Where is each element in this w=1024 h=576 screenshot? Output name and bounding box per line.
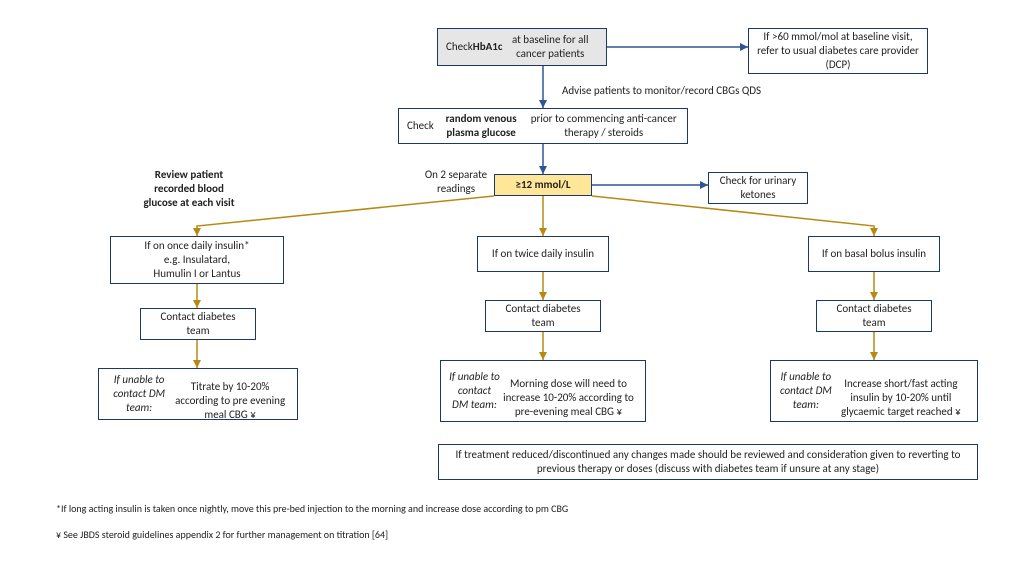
node-b7: If on twice daily insulin: [477, 236, 609, 272]
node-b5: Check for urinary ketones: [708, 172, 808, 204]
node-b1: Check HbA1c at baseline for all cancer p…: [437, 28, 607, 66]
node-b6: If on once daily insulin*e.g. Insulatard…: [110, 236, 284, 284]
footnote-f1: *If long acting insulin is taken once ni…: [56, 502, 956, 515]
node-b2: If >60 mmol/mol at baseline visit, refer…: [748, 28, 928, 74]
node-b15: If treatment reduced/discontinued any ch…: [438, 444, 978, 480]
node-b10: Contact diabetes team: [485, 300, 601, 332]
node-b12: If unable to contact DM team:Titrate by …: [98, 368, 298, 420]
node-b13: If unable to contact DM team:Morning dos…: [440, 360, 646, 422]
node-b9: Contact diabetes team: [140, 308, 256, 340]
node-b8: If on basal bolus insulin: [808, 236, 940, 272]
footnote-f2: ¥ See JBDS steroid guidelines appendix 2…: [56, 528, 956, 541]
node-b4: ≥12 mmol/L: [494, 174, 592, 196]
node-b3: Check random venous plasma glucose prior…: [398, 108, 688, 144]
node-b14: If unable to contact DM team:Increase sh…: [770, 360, 978, 422]
label-t3: Review patientrecorded bloodglucose at e…: [104, 168, 274, 209]
node-b11: Contact diabetes team: [816, 300, 932, 332]
label-t1: Advise patients to monitor/record CBGs Q…: [562, 84, 822, 98]
label-t2: On 2 separate readings: [406, 168, 506, 196]
